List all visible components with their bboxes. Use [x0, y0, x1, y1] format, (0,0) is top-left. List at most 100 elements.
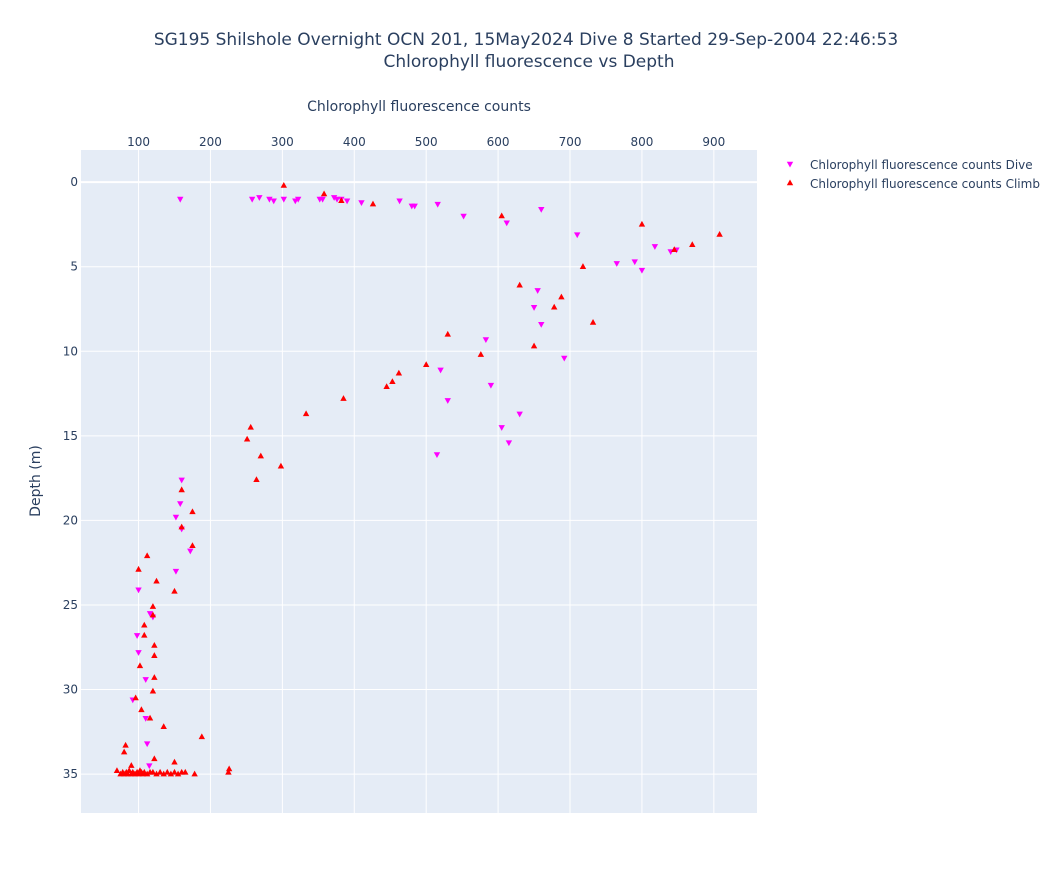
data-point [164, 768, 171, 775]
data-point [487, 382, 495, 389]
data-point [151, 642, 158, 648]
legend-label-dive: Chlorophyll fluorescence counts Dive [810, 158, 1033, 172]
data-point [141, 631, 148, 638]
data-point [178, 477, 185, 484]
data-point [151, 755, 158, 762]
data-point [256, 195, 263, 201]
data-point [498, 425, 505, 431]
data-point [444, 398, 451, 404]
data-points [113, 181, 723, 777]
x-tick-label: 300 [271, 135, 294, 149]
data-point [189, 508, 196, 515]
data-point [270, 198, 277, 205]
data-point [142, 716, 149, 722]
data-point [156, 768, 164, 775]
data-point [141, 621, 148, 628]
data-point [178, 523, 185, 530]
data-point [146, 763, 153, 770]
data-point [149, 687, 157, 694]
data-point [551, 303, 558, 310]
data-point [444, 330, 451, 337]
data-point [122, 741, 129, 748]
x-tick-label: 700 [559, 135, 582, 149]
data-point [505, 440, 513, 447]
data-point [174, 770, 182, 777]
data-point [257, 452, 264, 459]
data-point [538, 321, 545, 328]
data-point [561, 355, 568, 362]
data-point [248, 196, 256, 203]
data-point [177, 501, 184, 508]
data-point [477, 351, 485, 357]
x-tick-label: 500 [415, 135, 438, 149]
data-point [153, 577, 160, 584]
data-point [171, 758, 178, 765]
data-point [153, 770, 160, 777]
legend[interactable]: Chlorophyll fluorescence counts Dive Chl… [786, 158, 1040, 191]
data-point [395, 369, 403, 376]
y-tick-label: 25 [63, 598, 78, 612]
data-point [198, 733, 206, 740]
data-point [266, 196, 273, 203]
x-tick-label: 600 [487, 135, 510, 149]
data-point [689, 241, 696, 247]
data-point [125, 767, 133, 773]
data-point [178, 486, 185, 493]
y-axis-title: Depth (m) [28, 445, 44, 517]
data-point [319, 196, 326, 203]
data-point [253, 476, 260, 483]
data-point [135, 587, 142, 594]
data-point [146, 611, 154, 617]
data-point [135, 770, 142, 777]
data-point [433, 452, 441, 458]
data-point [177, 196, 184, 203]
y-tick-labels: 0 5 10 15 20 25 30 35 [63, 175, 78, 781]
x-tick-label: 100 [127, 135, 150, 149]
y-tick-label: 15 [63, 429, 78, 443]
data-point [136, 662, 144, 669]
data-point [651, 244, 659, 250]
data-point [411, 203, 418, 210]
data-point [482, 337, 490, 343]
data-point [146, 714, 154, 721]
y-tick-label: 5 [70, 260, 78, 274]
x-tick-labels: 100 200 300 400 500 600 700 800 900 [127, 135, 725, 149]
data-point [638, 267, 646, 274]
data-point [247, 423, 254, 430]
data-point [143, 741, 151, 748]
data-point [171, 768, 178, 775]
data-point [135, 565, 142, 572]
data-point [460, 213, 467, 220]
data-point [538, 206, 545, 213]
legend-item-dive[interactable]: Chlorophyll fluorescence counts Dive [786, 158, 1033, 172]
data-point [498, 212, 505, 219]
y-tick-label: 10 [63, 344, 78, 358]
data-point [574, 232, 581, 239]
data-point [530, 342, 538, 349]
data-point [579, 263, 587, 269]
data-point [142, 677, 149, 683]
data-point [343, 198, 351, 205]
data-point [434, 201, 441, 208]
y-tick-label: 20 [63, 513, 78, 527]
data-point [225, 765, 233, 772]
data-point [280, 196, 287, 203]
data-point [422, 361, 430, 368]
chart-title-line-2: Chlorophyll fluorescence vs Depth [384, 52, 675, 72]
data-point [320, 190, 328, 197]
data-point [151, 652, 158, 658]
data-point [613, 261, 620, 267]
data-point [187, 548, 194, 555]
x-tick-label: 400 [343, 135, 366, 149]
y-tick-label: 0 [70, 175, 78, 189]
data-point [128, 762, 135, 768]
data-point [530, 305, 538, 311]
data-point [516, 281, 523, 288]
series-climb [113, 181, 723, 777]
data-point [133, 633, 141, 639]
data-point [358, 200, 365, 206]
data-point [182, 768, 189, 775]
legend-item-climb[interactable]: Chlorophyll fluorescence counts Climb [786, 177, 1040, 191]
data-point [294, 196, 302, 203]
data-point [138, 706, 145, 713]
